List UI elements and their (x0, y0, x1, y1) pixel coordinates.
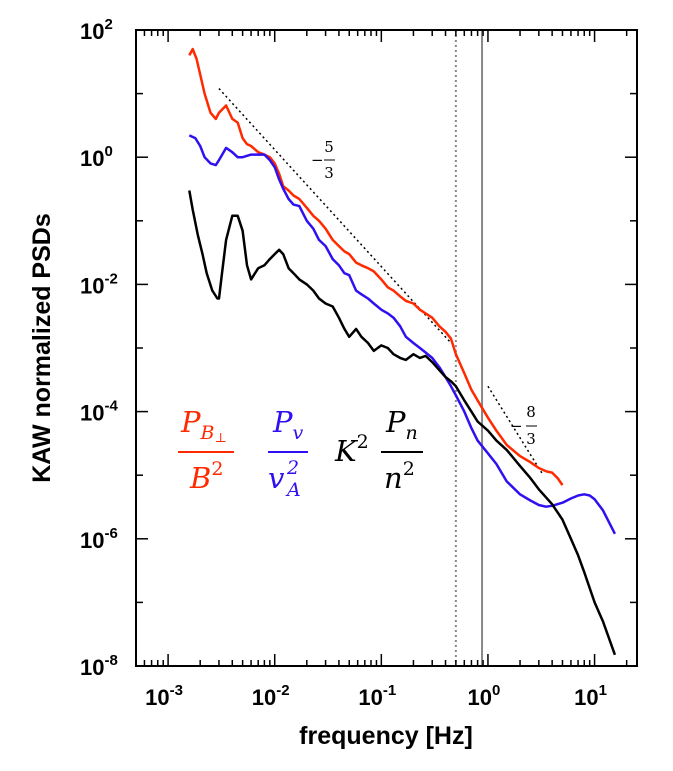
x-tick-label: 10-3 (145, 682, 183, 710)
slope-guide-line-1 (218, 88, 452, 344)
legend-density-den-sup: 2 (403, 458, 415, 480)
slope-annotation-8-3: − 8 3 (510, 403, 537, 448)
legend-velocity-numerator: P (272, 405, 293, 439)
legend-velocity-den-sub: A (285, 479, 301, 501)
x-tick-label: 10-2 (252, 682, 290, 710)
y-tick-label: 10-8 (80, 652, 118, 680)
slope-5-3-sign: − (311, 151, 324, 169)
slope-8-3-numerator: 8 (526, 403, 536, 421)
x-tick-label: 10-1 (358, 682, 396, 710)
legend-velocity-denominator: v (268, 461, 285, 495)
legend-density: K2 Pn n2 (334, 405, 423, 495)
legend-magnetic-den-sup: 2 (211, 458, 223, 480)
legend-velocity-num-sub: v (293, 422, 304, 444)
slope-5-3-denominator: 3 (324, 164, 334, 182)
legend-density-denominator: n (384, 461, 403, 495)
legend-magnetic-denominator: B (189, 461, 211, 495)
svg-text:v: v (268, 461, 285, 495)
series-line-density (188, 190, 617, 656)
x-axis-title: frequency [Hz] (299, 722, 473, 750)
y-axis-title: KAW normalized PSDs (28, 213, 56, 483)
y-tick-label: 100 (80, 143, 113, 171)
legend-density-num-sub: n (406, 422, 418, 444)
series-line-velocity (188, 134, 617, 535)
legend-velocity-den-sup: 2 (286, 457, 299, 479)
slope-annotation-5-3: − 5 3 (311, 138, 335, 182)
legend-magnetic: PB⊥ B2 (178, 405, 234, 495)
legend-velocity: Pv v 2 A (268, 405, 308, 501)
svg-text:PB⊥: PB⊥ (180, 405, 227, 446)
svg-text:n2: n2 (384, 458, 415, 495)
legend-magnetic-num-subsub: ⊥ (214, 431, 226, 446)
svg-text:K2: K2 (334, 431, 369, 468)
legend-density-numerator: P (385, 405, 406, 439)
y-tick-label: 10-2 (80, 270, 118, 298)
svg-text:B2: B2 (189, 458, 223, 495)
legend-magnetic-num-sub: B (200, 422, 215, 444)
y-tick-label: 10-4 (80, 398, 118, 426)
y-tick-label: 10-6 (80, 525, 118, 553)
svg-text:Pv: Pv (272, 405, 304, 444)
slope-8-3-sign: − (510, 417, 523, 435)
legend-density-prefix-sup: 2 (357, 431, 369, 453)
series-line-magnetic (188, 47, 564, 486)
x-tick-label: 100 (468, 682, 501, 710)
slope-8-3-denominator: 3 (526, 430, 536, 448)
legend-magnetic-numerator: P (180, 405, 201, 439)
legend-density-prefix: K (334, 434, 359, 468)
slope-5-3-numerator: 5 (324, 138, 334, 156)
x-tick-label: 101 (574, 682, 607, 710)
y-tick-label: 102 (80, 16, 113, 44)
svg-text:Pn: Pn (385, 405, 418, 444)
